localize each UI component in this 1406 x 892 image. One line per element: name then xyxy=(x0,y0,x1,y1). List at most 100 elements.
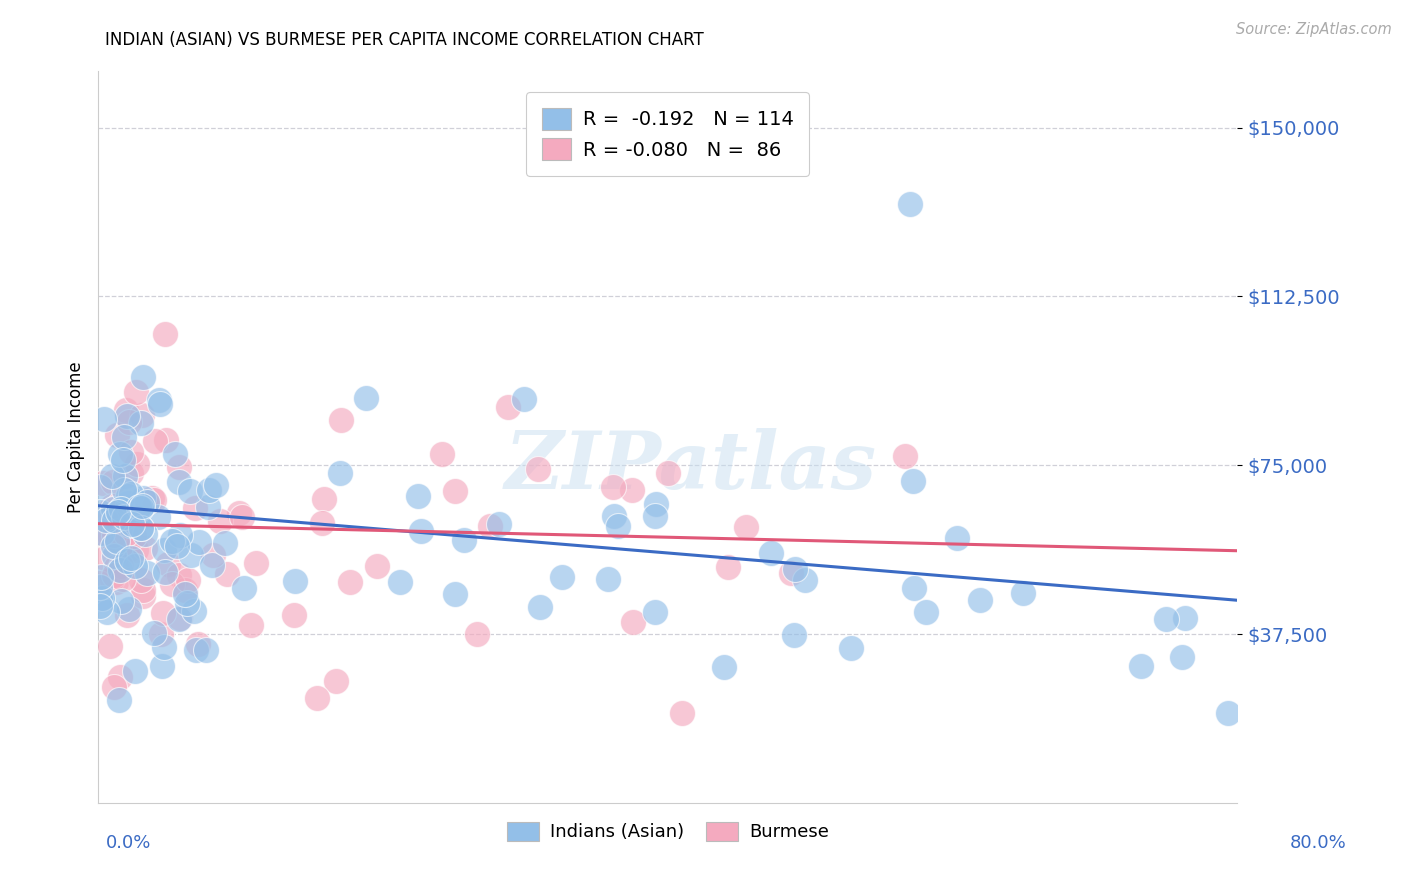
Point xyxy=(307,690,329,705)
Point xyxy=(232,581,254,595)
Point xyxy=(596,572,619,586)
Point xyxy=(839,640,862,655)
Point xyxy=(132,491,155,505)
Point xyxy=(101,539,124,553)
Point xyxy=(214,536,236,550)
Point xyxy=(105,534,128,549)
Point xyxy=(114,527,136,541)
Point xyxy=(155,565,177,579)
Point xyxy=(169,528,191,542)
Point xyxy=(124,665,146,679)
Point xyxy=(153,640,176,654)
Point xyxy=(513,392,536,406)
Point xyxy=(783,562,806,576)
Point xyxy=(89,505,111,519)
Point xyxy=(98,508,121,523)
Point xyxy=(183,605,205,619)
Point xyxy=(131,417,153,431)
Point xyxy=(115,403,138,417)
Point xyxy=(187,637,209,651)
Point xyxy=(121,516,143,531)
Point xyxy=(148,393,170,408)
Point xyxy=(325,674,347,689)
Point xyxy=(157,557,180,571)
Point xyxy=(713,659,735,673)
Point xyxy=(129,521,152,535)
Point xyxy=(1130,659,1153,673)
Point xyxy=(478,518,501,533)
Point xyxy=(645,497,668,511)
Point xyxy=(110,501,132,516)
Point xyxy=(1174,611,1197,625)
Point xyxy=(388,575,411,590)
Point xyxy=(96,606,118,620)
Text: 80.0%: 80.0% xyxy=(1291,834,1347,852)
Point xyxy=(103,513,125,527)
Point xyxy=(644,605,666,619)
Point xyxy=(134,494,156,508)
Point xyxy=(311,516,333,530)
Point xyxy=(142,493,165,508)
Point xyxy=(89,580,111,594)
Point xyxy=(169,611,191,625)
Point xyxy=(894,449,917,463)
Point xyxy=(1011,586,1033,600)
Point xyxy=(96,513,118,527)
Point xyxy=(89,599,111,614)
Point xyxy=(283,607,305,622)
Point xyxy=(496,401,519,415)
Point xyxy=(125,543,148,558)
Y-axis label: Per Capita Income: Per Capita Income xyxy=(66,361,84,513)
Point xyxy=(240,617,263,632)
Point xyxy=(110,558,132,573)
Point xyxy=(160,577,183,591)
Point xyxy=(89,591,111,606)
Point xyxy=(146,509,169,524)
Point xyxy=(103,528,125,542)
Point xyxy=(103,681,125,695)
Point xyxy=(167,612,190,626)
Point xyxy=(169,567,191,582)
Point xyxy=(90,591,112,605)
Point xyxy=(488,517,510,532)
Point xyxy=(117,489,139,503)
Point xyxy=(177,573,200,587)
Point xyxy=(231,510,253,524)
Point xyxy=(142,626,165,640)
Text: ZIPatlas: ZIPatlas xyxy=(505,427,877,505)
Point xyxy=(186,642,208,657)
Point xyxy=(339,574,361,589)
Point xyxy=(529,600,551,615)
Point xyxy=(87,526,110,541)
Point xyxy=(135,566,157,580)
Text: Source: ZipAtlas.com: Source: ZipAtlas.com xyxy=(1236,22,1392,37)
Point xyxy=(115,554,138,568)
Point xyxy=(129,573,152,587)
Point xyxy=(245,556,267,570)
Point xyxy=(110,538,132,552)
Point xyxy=(444,484,467,499)
Point xyxy=(132,369,155,384)
Point xyxy=(124,559,146,574)
Point xyxy=(103,549,125,564)
Point xyxy=(118,602,141,616)
Point xyxy=(122,529,145,543)
Point xyxy=(174,582,197,597)
Point xyxy=(217,567,239,582)
Point xyxy=(717,560,740,574)
Point xyxy=(969,593,991,607)
Point xyxy=(228,506,250,520)
Point xyxy=(103,568,125,582)
Point xyxy=(114,468,136,483)
Point xyxy=(527,462,550,476)
Point xyxy=(112,430,135,444)
Point xyxy=(118,507,141,521)
Point xyxy=(110,593,132,607)
Point xyxy=(117,415,139,429)
Point xyxy=(783,627,806,641)
Point xyxy=(603,508,626,523)
Point xyxy=(129,500,152,515)
Point xyxy=(104,559,127,574)
Point xyxy=(898,197,921,211)
Point xyxy=(1171,650,1194,665)
